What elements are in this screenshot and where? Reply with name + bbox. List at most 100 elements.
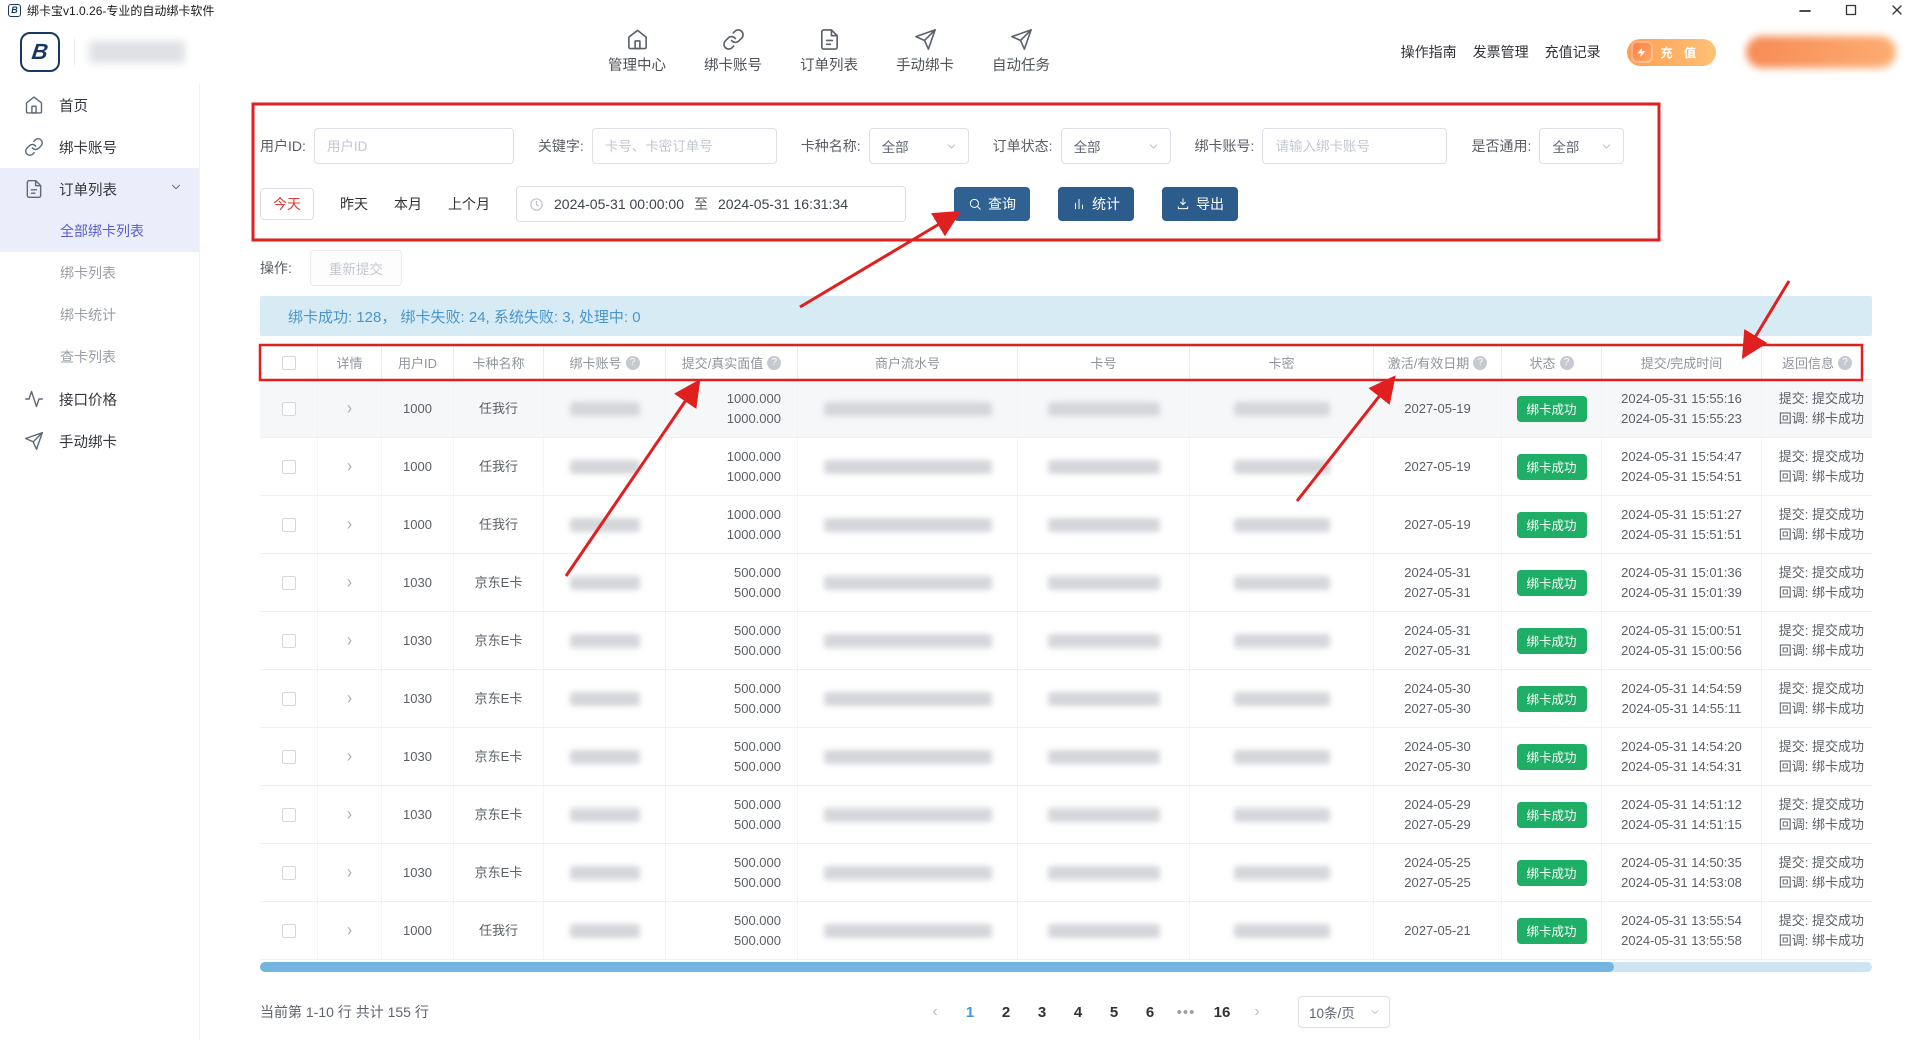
cell [544, 612, 666, 669]
nav-item-bind-accounts[interactable]: 绑卡账号 [692, 28, 774, 75]
stats-button[interactable]: 统计 [1058, 187, 1134, 221]
page-size-select[interactable]: 10条/页 [1298, 996, 1390, 1028]
row-checkbox[interactable] [281, 923, 296, 938]
cell-line: 2024-05-31 15:55:23 [1621, 410, 1742, 426]
horizontal-scrollbar[interactable] [260, 962, 1872, 972]
cell: 2024-05-31 2027-05-31 [1374, 554, 1502, 611]
cell-line: 500.000 [734, 796, 781, 812]
row-checkbox[interactable] [281, 517, 296, 532]
next-page-button[interactable]: › [1242, 996, 1272, 1028]
scrollbar-thumb[interactable] [260, 962, 1615, 972]
cell: › [318, 496, 382, 553]
user-id-input[interactable] [313, 128, 514, 164]
redacted-merchant-no [823, 459, 992, 474]
expand-row-icon[interactable]: › [347, 571, 352, 594]
row-checkbox[interactable] [281, 691, 296, 706]
close-icon [1892, 5, 1902, 15]
cell-line: 1000.000 [726, 448, 781, 464]
redacted-merchant-no [823, 807, 992, 822]
recharge-button[interactable]: 充 值 [1626, 38, 1716, 66]
expand-row-icon[interactable]: › [347, 745, 352, 768]
link-operation-guide[interactable]: 操作指南 [1400, 44, 1457, 60]
page-button[interactable]: 16 [1206, 996, 1238, 1028]
sidebar-item-bind-stats[interactable]: 绑卡统计 [60, 307, 116, 323]
help-icon[interactable]: ? [1473, 355, 1488, 370]
keyword-input[interactable] [591, 128, 777, 164]
nav-item-auto-task[interactable]: 自动任务 [980, 28, 1062, 75]
link-invoice-management[interactable]: 发票管理 [1472, 44, 1529, 60]
expand-row-icon[interactable]: › [347, 455, 352, 478]
quick-range-this-month[interactable]: 本月 [394, 196, 422, 212]
sidebar-item-api-price[interactable]: 接口价格 [0, 378, 199, 420]
export-button[interactable]: 导出 [1162, 187, 1238, 221]
quick-range-yesterday[interactable]: 昨天 [340, 196, 368, 212]
row-checkbox[interactable] [281, 401, 296, 416]
expand-row-icon[interactable]: › [347, 687, 352, 710]
order-status-select[interactable]: 全部 [1060, 128, 1171, 164]
expand-row-icon[interactable]: › [347, 861, 352, 884]
prev-page-button[interactable]: ‹ [920, 996, 950, 1028]
table-row: › 1030 京东E卡 500.000 500.000 2024-05-31 2027-05… [260, 554, 1872, 612]
query-button[interactable]: 查询 [954, 187, 1030, 221]
help-icon[interactable]: ? [1838, 355, 1852, 370]
expand-row-icon[interactable]: › [347, 629, 352, 652]
cell: 绑卡成功 [1502, 728, 1602, 785]
brand-logo: B [20, 32, 60, 72]
select-all-checkbox[interactable] [281, 355, 296, 370]
cell [798, 496, 1018, 553]
cell: 绑卡成功 [1502, 438, 1602, 495]
nav-item-admin-center[interactable]: 管理中心 [596, 28, 678, 75]
help-icon[interactable]: ? [767, 355, 782, 370]
page-button[interactable]: 4 [1062, 996, 1094, 1028]
cell-line: 500.000 [734, 816, 781, 832]
redacted-balance-button[interactable] [1746, 36, 1896, 68]
page-button[interactable]: 2 [990, 996, 1022, 1028]
page-button[interactable]: 5 [1098, 996, 1130, 1028]
sidebar-item-card-query-list[interactable]: 查卡列表 [60, 349, 116, 365]
row-checkbox[interactable] [281, 749, 296, 764]
expand-row-icon[interactable]: › [347, 803, 352, 826]
cell: 任我行 [454, 438, 544, 495]
cell: 绑卡成功 [1502, 786, 1602, 843]
column-return-info: 返回信息? [1762, 346, 1872, 379]
window-close-button[interactable] [1874, 0, 1920, 20]
sidebar-item-bind-accounts[interactable]: 绑卡账号 [0, 126, 199, 168]
cell-line: 2024-05-31 14:54:31 [1621, 758, 1742, 774]
expand-row-icon[interactable]: › [347, 397, 352, 420]
nav-item-order-list[interactable]: 订单列表 [788, 28, 870, 75]
row-checkbox[interactable] [281, 633, 296, 648]
page-button[interactable]: 1 [954, 996, 986, 1028]
help-icon[interactable]: ? [625, 355, 640, 370]
row-checkbox[interactable] [281, 865, 296, 880]
sidebar-item-home[interactable]: 首页 [0, 84, 199, 126]
sidebar-item-all-bind-list[interactable]: 全部绑卡列表 [60, 223, 144, 239]
row-checkbox[interactable] [281, 459, 296, 474]
expand-row-icon[interactable]: › [347, 919, 352, 942]
row-checkbox[interactable] [281, 575, 296, 590]
resubmit-button[interactable]: 重新提交 [309, 250, 402, 286]
cell: 1030 [382, 670, 454, 727]
row-checkbox[interactable] [281, 807, 296, 822]
universal-select[interactable]: 全部 [1539, 128, 1625, 164]
nav-item-manual-bind[interactable]: 手动绑卡 [884, 28, 966, 75]
sidebar-item-bind-list[interactable]: 绑卡列表 [60, 265, 116, 281]
universal-label: 是否通用: [1471, 138, 1532, 154]
cell [1190, 438, 1374, 495]
card-type-select[interactable]: 全部 [868, 128, 969, 164]
sidebar-item-order-list[interactable]: 订单列表 [0, 168, 199, 210]
date-range-picker[interactable]: 2024-05-31 00:00:00 至 2024-05-31 16:31:3… [516, 186, 906, 222]
page-button[interactable]: 3 [1026, 996, 1058, 1028]
redacted-card-secret [1233, 517, 1330, 532]
cell [1018, 728, 1190, 785]
sidebar-item-manual-bind[interactable]: 手动绑卡 [0, 420, 199, 462]
page-button[interactable]: 6 [1134, 996, 1166, 1028]
quick-range-today[interactable]: 今天 [260, 188, 314, 220]
window-maximize-button[interactable] [1828, 0, 1874, 20]
link-recharge-records[interactable]: 充值记录 [1544, 44, 1601, 60]
window-minimize-button[interactable] [1782, 0, 1828, 20]
bind-account-input[interactable] [1262, 128, 1448, 164]
cell: 提交: 提交成功 回调: 绑卡成功 [1762, 786, 1872, 843]
quick-range-last-month[interactable]: 上个月 [448, 196, 490, 212]
help-icon[interactable]: ? [1559, 355, 1574, 370]
expand-row-icon[interactable]: › [347, 513, 352, 536]
